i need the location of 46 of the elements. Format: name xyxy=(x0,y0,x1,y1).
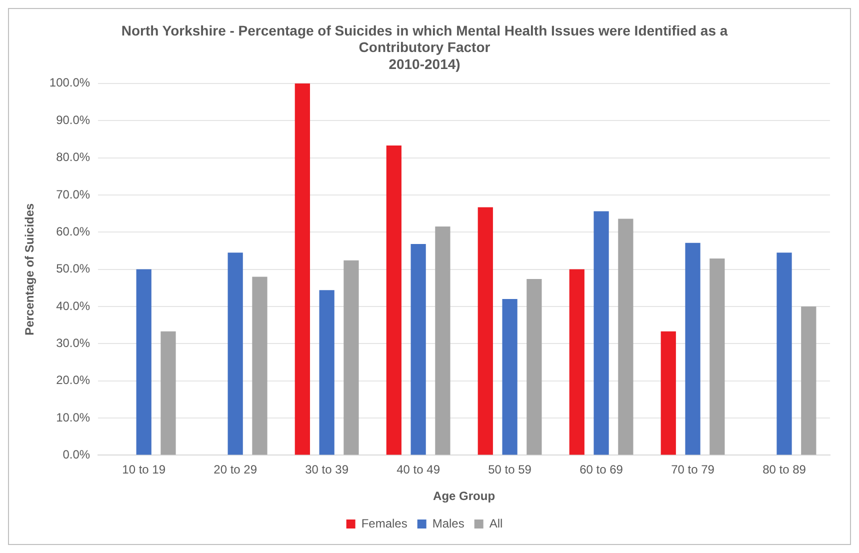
bar xyxy=(526,278,542,455)
y-tick-label: 10.0% xyxy=(56,410,90,424)
bar xyxy=(294,83,310,455)
y-tick-label: 20.0% xyxy=(56,373,90,388)
x-tick-label: 70 to 79 xyxy=(671,462,715,477)
y-tick-label: 100.0% xyxy=(49,76,90,90)
bar xyxy=(344,260,359,455)
bar xyxy=(136,269,152,455)
x-tick-label: 40 to 49 xyxy=(396,462,440,477)
y-tick-label: 70.0% xyxy=(56,187,90,202)
bar xyxy=(801,306,816,455)
y-tick-label: 90.0% xyxy=(56,112,90,127)
bar xyxy=(618,218,634,455)
chart-title: North Yorkshire - Percentage of Suicides in which Mental Health Issues were Identified as a Contributory Factor 2010-2014) xyxy=(121,22,728,72)
y-tick-label: 50.0% xyxy=(56,262,90,276)
y-tick-label: 30.0% xyxy=(56,336,90,350)
legend-label: Females xyxy=(361,516,408,530)
y-tick-label: 0.0% xyxy=(62,448,90,462)
x-tick-label: 10 to 19 xyxy=(122,462,166,477)
bar xyxy=(502,299,518,455)
y-tick-label: 40.0% xyxy=(56,298,90,313)
bar xyxy=(660,331,676,455)
bar xyxy=(160,331,176,455)
x-tick-label: 50 to 59 xyxy=(488,462,532,477)
bar xyxy=(410,244,426,455)
bar xyxy=(685,242,700,455)
bar xyxy=(435,226,450,455)
bar xyxy=(252,276,268,455)
legend-label: Males xyxy=(432,516,464,530)
y-tick-label: 60.0% xyxy=(56,224,90,238)
legend-label: All xyxy=(489,516,503,530)
x-tick-label: 30 to 39 xyxy=(305,462,349,477)
x-tick-label: 60 to 69 xyxy=(580,462,624,477)
y-axis-title: Percentage of Suicides xyxy=(22,202,37,336)
bar xyxy=(478,207,493,455)
bar xyxy=(594,211,609,455)
bar xyxy=(319,290,334,455)
x-tick-label: 20 to 29 xyxy=(214,462,258,477)
x-axis-title: Age Group xyxy=(433,489,496,504)
bar xyxy=(710,258,725,455)
x-tick-label: 80 to 89 xyxy=(762,462,806,477)
bar xyxy=(386,145,402,455)
bar xyxy=(228,252,243,455)
bar xyxy=(776,252,792,455)
bar xyxy=(569,269,584,455)
y-tick-label: 80.0% xyxy=(56,150,90,164)
